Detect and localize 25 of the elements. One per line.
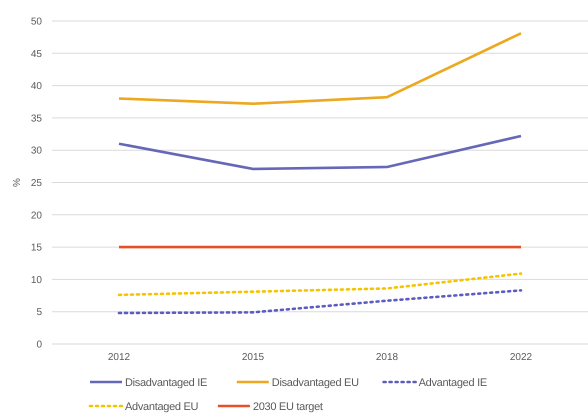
legend-label: Disadvantaged IE bbox=[125, 376, 208, 389]
y-tick-label: 25 bbox=[30, 178, 42, 189]
y-tick-label: 30 bbox=[30, 146, 42, 157]
y-tick-label: 50 bbox=[30, 16, 42, 28]
x-tick-label: 2022 bbox=[510, 352, 533, 363]
y-tick-label: 5 bbox=[36, 307, 42, 318]
line-series bbox=[118, 32, 522, 105]
legend-label: Advantaged IE bbox=[418, 376, 487, 389]
legend-label: 2030 EU target bbox=[252, 400, 323, 413]
line-series bbox=[118, 272, 522, 296]
y-tick-label: 45 bbox=[30, 48, 42, 60]
x-tick-label: 2018 bbox=[376, 352, 399, 363]
y-tick-label: 20 bbox=[30, 210, 42, 222]
y-tick-label: 40 bbox=[30, 81, 42, 92]
line-series bbox=[118, 134, 522, 170]
y-tick-label: 15 bbox=[30, 242, 42, 254]
line-series bbox=[118, 289, 522, 314]
legend-label: Disadvantaged EU bbox=[272, 376, 360, 389]
x-tick-label: 2015 bbox=[242, 352, 265, 363]
y-axis-title: % bbox=[12, 178, 23, 187]
x-tick-label: 2012 bbox=[108, 352, 131, 363]
y-tick-label: 0 bbox=[36, 340, 42, 350]
y-tick-label: 35 bbox=[30, 113, 42, 124]
legend-label: Advantaged EU bbox=[125, 400, 199, 413]
y-tick-label: 10 bbox=[30, 274, 42, 286]
